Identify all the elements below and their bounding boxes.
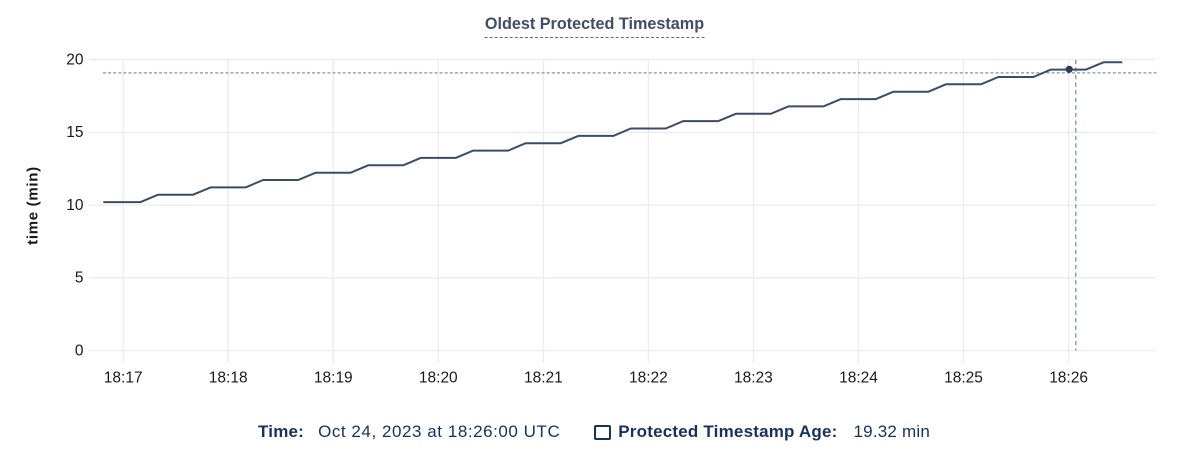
svg-text:18:20: 18:20 xyxy=(419,370,458,387)
svg-text:18:22: 18:22 xyxy=(629,370,668,387)
svg-text:5: 5 xyxy=(75,270,84,287)
svg-text:0: 0 xyxy=(75,342,84,359)
svg-text:18:25: 18:25 xyxy=(944,370,983,387)
svg-text:18:18: 18:18 xyxy=(209,370,248,387)
svg-text:18:23: 18:23 xyxy=(734,370,773,387)
svg-text:18:17: 18:17 xyxy=(104,370,143,387)
svg-text:20: 20 xyxy=(66,52,84,69)
svg-text:time (min): time (min) xyxy=(25,166,42,245)
svg-text:18:24: 18:24 xyxy=(839,370,878,387)
svg-text:18:19: 18:19 xyxy=(314,370,353,387)
svg-text:15: 15 xyxy=(66,124,83,141)
svg-text:18:26: 18:26 xyxy=(1049,370,1088,387)
svg-text:18:21: 18:21 xyxy=(524,370,563,387)
svg-text:10: 10 xyxy=(66,197,84,214)
